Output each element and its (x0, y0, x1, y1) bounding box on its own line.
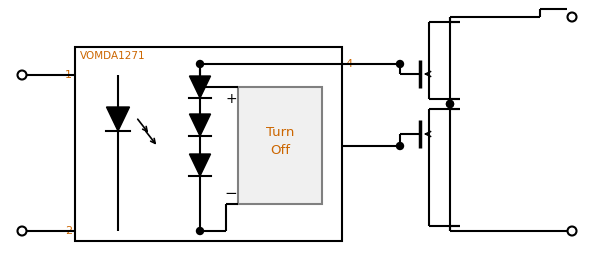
Text: Turn
Off: Turn Off (266, 126, 294, 157)
Text: −: − (224, 186, 238, 201)
Circle shape (17, 227, 26, 235)
Polygon shape (190, 76, 211, 98)
Circle shape (568, 227, 577, 235)
Polygon shape (190, 114, 211, 136)
Bar (75, 47, 342, 241)
Text: 2: 2 (65, 226, 72, 236)
Text: VOMDA1271: VOMDA1271 (80, 51, 146, 61)
Circle shape (446, 100, 454, 107)
Bar (238, 87, 322, 204)
Circle shape (17, 71, 26, 80)
Circle shape (568, 13, 577, 21)
Polygon shape (190, 154, 211, 176)
Text: 4: 4 (345, 59, 352, 69)
Text: +: + (225, 92, 237, 106)
Circle shape (197, 61, 203, 68)
Circle shape (446, 100, 454, 107)
Circle shape (397, 143, 404, 150)
Circle shape (397, 61, 404, 68)
Text: 1: 1 (65, 70, 72, 80)
Circle shape (197, 227, 203, 235)
Polygon shape (106, 107, 130, 131)
